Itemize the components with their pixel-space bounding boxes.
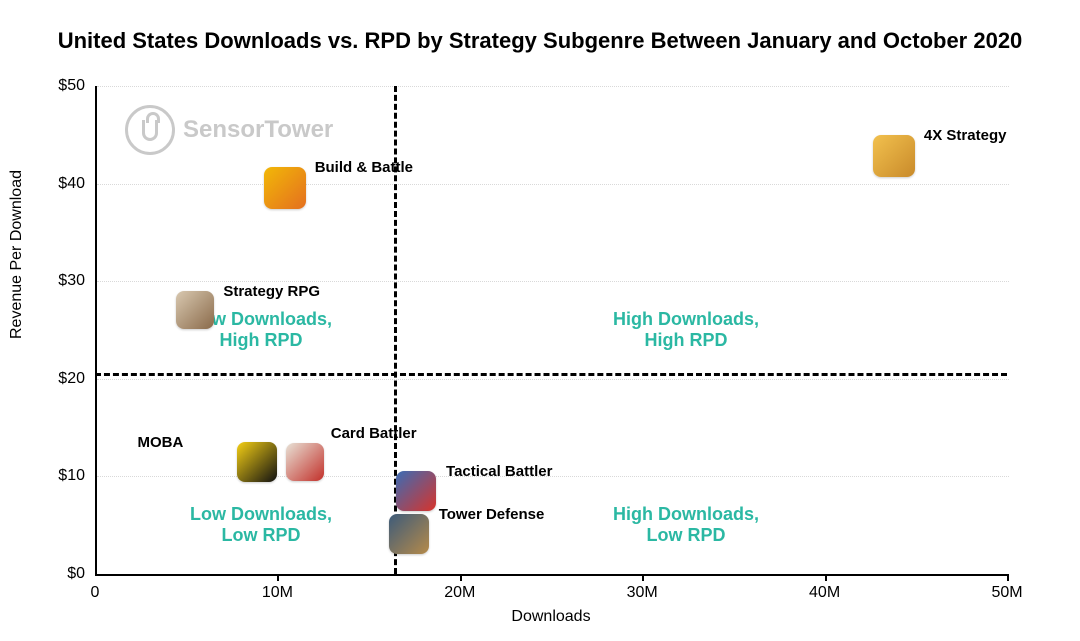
x-tick-mark [277,574,279,581]
x-tick-mark [825,574,827,581]
quadrant-label-tr: High Downloads, High RPD [613,309,759,351]
chart-title: United States Downloads vs. RPD by Strat… [0,28,1080,54]
point-card_battler: Card Battler [286,443,324,481]
x-tick-label: 40M [809,584,840,602]
point-tactical_battler: Tactical Battler [396,471,436,511]
x-tick-mark [460,574,462,581]
y-tick-label: $20 [35,370,85,388]
y-axis-label: Revenue Per Download [8,319,26,339]
horizontal-divider [95,373,1007,376]
quadrant-label-bl: Low Downloads, Low RPD [190,504,332,546]
point-4x_strategy: 4X Strategy [873,135,915,177]
gridline [97,184,1009,185]
point-label: 4X Strategy [924,127,1007,144]
point-moba: MOBA [237,442,277,482]
point-label: MOBA [138,434,184,451]
x-tick-label: 20M [444,584,475,602]
point-label: Tactical Battler [446,463,552,480]
point-label: Build & Battle [315,159,413,176]
y-tick-label: $50 [35,77,85,95]
gridline [97,281,1009,282]
x-tick-label: 10M [262,584,293,602]
quadrant-label-br: High Downloads, Low RPD [613,504,759,546]
y-tick-label: $40 [35,175,85,193]
sensortower-watermark: SensorTower [125,105,333,155]
y-tick-label: $30 [35,272,85,290]
y-tick-label: $10 [35,467,85,485]
x-tick-label: 30M [627,584,658,602]
x-axis-label: Downloads [491,608,611,626]
tower_defense-icon [389,514,429,554]
build_battle-icon [264,167,306,209]
moba-icon [237,442,277,482]
x-tick-label: 50M [991,584,1022,602]
gridline [97,379,1009,380]
gridline [97,86,1009,87]
point-build_battle: Build & Battle [264,167,306,209]
y-tick-label: $0 [35,565,85,583]
gridline [97,476,1009,477]
watermark-text: SensorTower [183,116,333,144]
point-label: Tower Defense [439,506,545,523]
card_battler-icon [286,443,324,481]
point-label: Strategy RPG [223,283,320,300]
point-strategy_rpg: Strategy RPG [176,291,214,329]
4x_strategy-icon [873,135,915,177]
scatter-chart: United States Downloads vs. RPD by Strat… [0,0,1080,641]
x-tick-mark [1007,574,1009,581]
strategy_rpg-icon [176,291,214,329]
tactical_battler-icon [396,471,436,511]
point-label: Card Battler [331,425,417,442]
sensortower-logo-icon [125,105,175,155]
x-tick-label: 0 [91,584,100,602]
point-tower_defense: Tower Defense [389,514,429,554]
x-tick-mark [642,574,644,581]
